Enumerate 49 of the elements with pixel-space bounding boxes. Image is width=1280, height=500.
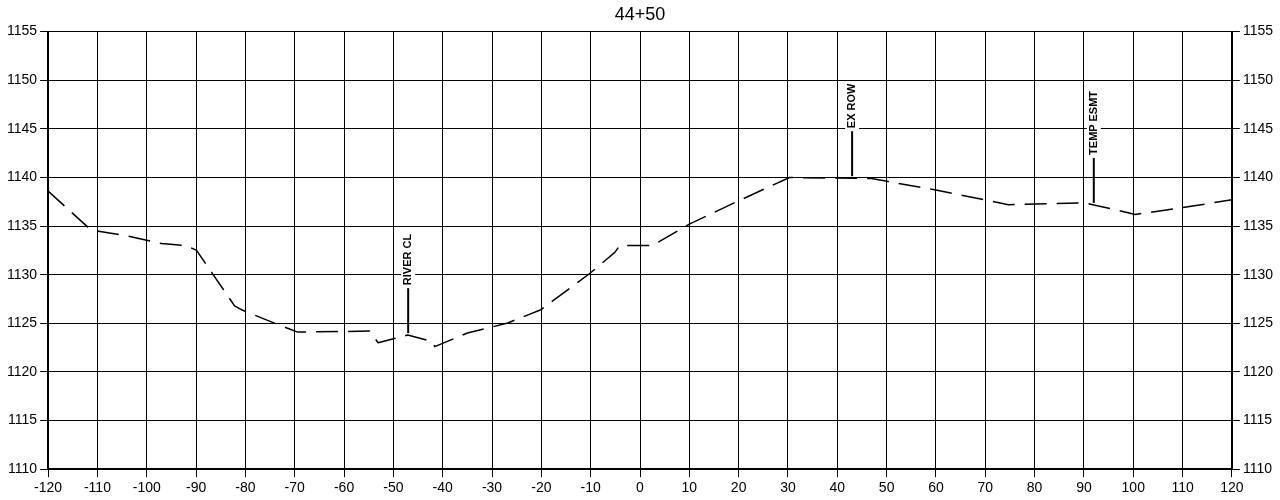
y2-tick-label: 1120 xyxy=(1242,362,1274,379)
x-tick-label: 110 xyxy=(1171,479,1194,496)
x-tick-label: -50 xyxy=(383,479,404,496)
x-tick-label: -10 xyxy=(580,479,602,496)
y-tick-label: 1140 xyxy=(7,168,38,185)
y2-tick-label: 1125 xyxy=(1242,314,1274,331)
y-tick-label: 1120 xyxy=(7,362,38,379)
y2-tick-label: 1135 xyxy=(1242,216,1274,233)
y-tick-label: 1110 xyxy=(8,460,38,477)
y-tick-label: 1125 xyxy=(7,314,38,331)
chart-title: 44+50 xyxy=(614,3,666,24)
x-tick-label: -90 xyxy=(185,479,207,496)
y-tick-label: 1150 xyxy=(7,71,38,88)
x-tick-label: -60 xyxy=(333,479,355,496)
x-tick-label: -120 xyxy=(34,479,63,496)
x-tick-label: 20 xyxy=(730,479,747,496)
x-tick-label: -110 xyxy=(83,479,112,496)
x-tick-label: 120 xyxy=(1220,479,1244,496)
x-tick-label: 70 xyxy=(977,479,994,496)
x-tick-label: 50 xyxy=(878,479,895,496)
y2-tick-label: 1140 xyxy=(1242,168,1274,185)
x-tick-label: -80 xyxy=(235,479,256,496)
x-tick-label: -20 xyxy=(531,479,552,496)
x-tick-label: 40 xyxy=(829,479,846,496)
x-tick-label: -30 xyxy=(481,479,503,496)
x-tick-label: 60 xyxy=(928,479,944,496)
y-tick-label: 1155 xyxy=(7,22,38,39)
x-tick-label: 30 xyxy=(780,479,796,496)
ref-line-label: TEMP ESMT xyxy=(1086,90,1099,155)
y2-tick-label: 1150 xyxy=(1242,71,1274,88)
x-tick-label: 80 xyxy=(1026,479,1043,496)
x-tick-label: 100 xyxy=(1121,479,1146,496)
y2-tick-label: 1130 xyxy=(1242,265,1274,282)
x-tick-label: 90 xyxy=(1076,479,1092,496)
y-tick-label: 1115 xyxy=(8,411,38,428)
x-tick-label: -70 xyxy=(284,479,306,496)
y-tick-label: 1135 xyxy=(7,216,38,233)
y2-tick-label: 1155 xyxy=(1242,22,1274,39)
y2-tick-label: 1110 xyxy=(1242,460,1273,477)
x-tick-label: -40 xyxy=(432,479,454,496)
ref-line-label: EX ROW xyxy=(845,82,858,129)
y2-tick-label: 1145 xyxy=(1242,119,1274,136)
ref-line-label: RIVER CL xyxy=(401,233,414,286)
x-tick-label: -100 xyxy=(132,479,161,496)
y2-tick-label: 1115 xyxy=(1242,411,1273,428)
y-tick-label: 1145 xyxy=(7,119,38,136)
x-tick-label: 10 xyxy=(681,479,698,496)
y-tick-label: 1130 xyxy=(7,265,38,282)
x-tick-label: 0 xyxy=(636,479,645,496)
